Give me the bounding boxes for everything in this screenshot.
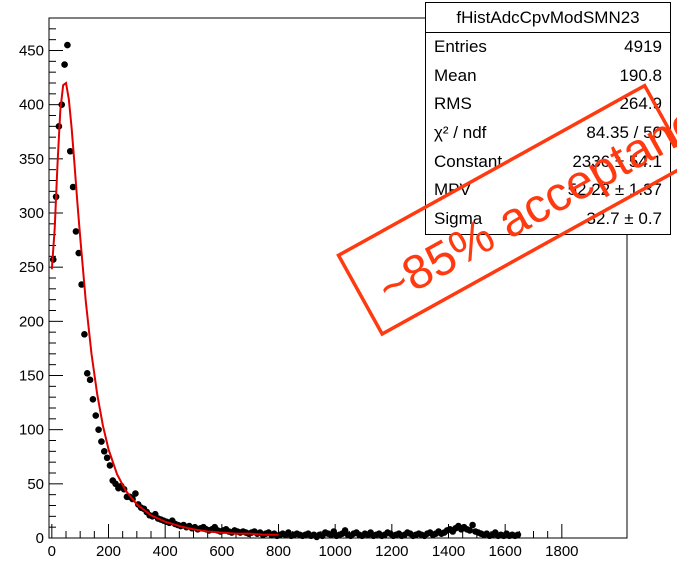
y-tick-label: 0 [36,530,44,547]
stats-row-value: 264.9 [619,94,662,114]
stats-row-name: MPV [434,180,471,200]
y-tick-label: 400 [19,97,44,114]
x-tick-label: 1600 [488,543,521,560]
stats-row: RMS 264.9 [426,90,670,119]
stats-rows: Entries 4919 Mean 190.8 RMS 264.9 χ² / ndf 84.3… [426,33,670,234]
data-point [106,462,114,469]
data-point [89,396,97,403]
data-point [98,438,105,445]
stats-row-name: Entries [434,37,487,56]
stats-row: Sigma 32.7 ± 0.7 [426,205,670,234]
stats-row-name: Sigma [434,209,483,229]
x-tick-label: 1800 [545,543,578,560]
data-point [466,527,474,534]
data-point [61,61,68,68]
data-point [72,228,80,235]
data-point [469,521,476,529]
x-tick-label: 1400 [432,543,465,560]
fit-curve [50,81,279,536]
data-point [83,370,91,377]
stats-row-value: 4919 [624,37,662,56]
y-tick-label: 450 [19,43,44,60]
data-point [81,331,88,338]
y-tick-label: 50 [27,476,44,493]
stats-row-name: RMS [434,94,472,114]
stats-row-name: χ² / ndf [434,123,487,143]
data-point [66,147,74,155]
y-tick-label: 200 [19,313,44,330]
stats-row-value: 52.22 ± 1.37 [567,180,662,200]
data-point [86,376,94,384]
stats-row-value: 2336 ± 54.1 [572,151,662,171]
data-point [514,531,522,539]
data-point [69,183,77,191]
stats-row: χ² / ndf 84.35 / 50 [426,119,670,148]
data-point [64,41,71,49]
x-tick-label: 600 [209,543,234,560]
stats-row-name: Constant [434,151,503,171]
tick-labels: 0 200 400 600 800 1000 1200 1400 1600 1800 0 50 100 1… [19,43,579,561]
stats-row: Constant 2336 ± 54.1 [426,148,670,177]
x-tick-label: 0 [48,543,56,560]
stats-box: fHistAdcCpvModSMN23 Entries 4919 Mean 190.8… [425,2,671,235]
y-tick-label: 350 [19,151,44,168]
y-tick-label: 300 [19,205,44,222]
data-point [100,448,108,455]
stats-row-value: 190.8 [619,65,662,85]
data-point [132,490,139,497]
x-tick-label: 200 [96,543,121,560]
x-tick-label: 1000 [318,543,351,560]
stats-row: Mean 190.8 [426,62,670,91]
data-point [75,249,83,257]
data-point [92,412,100,419]
data-point [103,454,111,462]
x-tick-label: 1200 [375,543,408,560]
stats-row-value: 84.35 / 50 [586,123,662,143]
stats-title: fHistAdcCpvModSMN23 [426,3,670,33]
y-tick-label: 150 [19,368,44,385]
stats-row-name: Mean [434,65,477,85]
x-tick-label: 400 [153,543,178,560]
stats-row: Entries 4919 [426,33,670,62]
y-tick-label: 100 [19,422,44,439]
stats-row: MPV 52.22 ± 1.37 [426,176,670,205]
y-tick-label: 250 [19,259,44,276]
stats-row-value: 32.7 ± 0.7 [586,209,663,229]
data-point [95,426,102,433]
x-tick-label: 800 [266,543,291,560]
